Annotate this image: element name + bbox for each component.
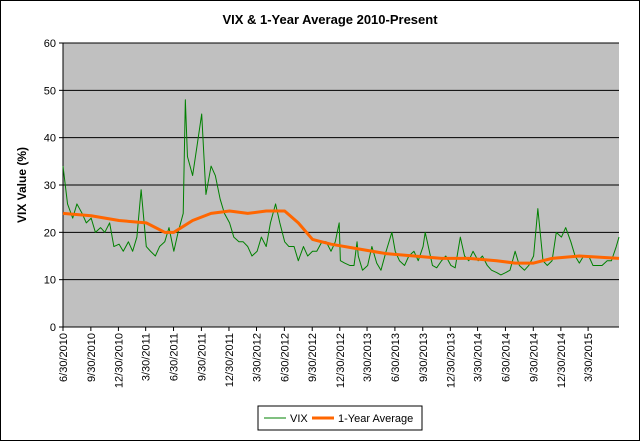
y-tick-label: 20 <box>44 227 56 239</box>
chart-title: VIX & 1-Year Average 2010-Present <box>222 12 438 27</box>
x-tick-label: 9/30/2011 <box>196 333 208 381</box>
series-line <box>62 209 620 265</box>
y-tick-label: 60 <box>44 38 56 50</box>
x-tick-label: 12/30/2013 <box>445 333 457 388</box>
y-tick-label: 0 <box>50 322 56 334</box>
x-tick-label: 9/30/2014 <box>528 333 540 382</box>
x-tick-label: 9/30/2010 <box>86 333 98 382</box>
x-tick-label: 12/30/2011 <box>224 333 236 387</box>
y-tick-label: 10 <box>44 275 56 287</box>
x-tick-label: 12/30/2014 <box>556 333 568 388</box>
x-tick-label: 3/30/2014 <box>473 333 485 382</box>
y-axis-label: VIX Value (%) <box>15 147 29 223</box>
x-tick-label: 12/30/2010 <box>113 333 125 388</box>
x-tick-label: 9/30/2013 <box>418 333 430 382</box>
x-tick-label: 9/30/2012 <box>307 333 319 382</box>
legend: VIX 1-Year Average <box>257 405 423 431</box>
x-tick-label: 6/30/2011 <box>169 333 181 381</box>
legend-label: VIX <box>290 413 308 425</box>
legend-label: 1-Year Average <box>338 413 413 425</box>
x-tick-label: 6/30/2010 <box>58 333 70 382</box>
x-tick-label: 3/30/2012 <box>252 333 264 382</box>
y-tick-label: 50 <box>44 85 56 97</box>
x-tick-label: 3/30/2011 <box>141 333 153 381</box>
y-tick-label: 30 <box>44 180 56 192</box>
y-tick-label: 40 <box>44 133 56 145</box>
x-tick-label: 6/30/2012 <box>279 333 291 382</box>
x-tick-label: 12/30/2012 <box>335 333 347 388</box>
x-tick-label: 3/30/2013 <box>362 333 374 382</box>
x-tick-label: 3/30/2015 <box>583 333 595 382</box>
series-line <box>62 99 620 276</box>
x-tick-label: 6/30/2014 <box>500 333 512 382</box>
x-tick-label: 6/30/2013 <box>390 333 402 382</box>
